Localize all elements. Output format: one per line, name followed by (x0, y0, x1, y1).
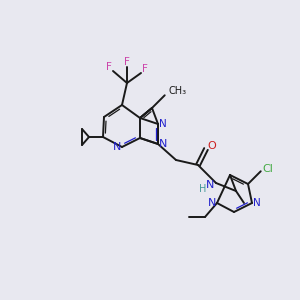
Text: F: F (106, 62, 112, 72)
Text: N: N (253, 198, 261, 208)
Text: N: N (159, 139, 167, 149)
Text: N: N (113, 142, 121, 152)
Text: F: F (142, 64, 148, 74)
Text: N: N (159, 119, 167, 129)
Text: N: N (208, 198, 216, 208)
Text: H: H (199, 184, 207, 194)
Text: N: N (206, 180, 214, 190)
Text: CH₃: CH₃ (169, 86, 187, 96)
Text: Cl: Cl (262, 164, 273, 174)
Text: O: O (208, 141, 216, 151)
Text: F: F (124, 57, 130, 67)
